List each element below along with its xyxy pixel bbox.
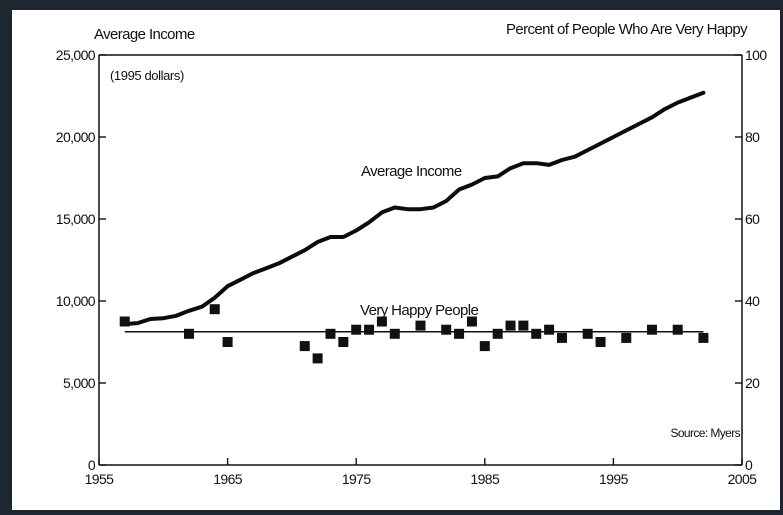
happy-point bbox=[209, 304, 220, 315]
happy-point bbox=[492, 328, 503, 339]
happy-point bbox=[698, 332, 709, 343]
income-line bbox=[122, 90, 706, 326]
happy-point bbox=[582, 328, 593, 339]
chart-panel: Average Income (1995 dollars) Percent of… bbox=[12, 10, 780, 510]
x-axis-ticks: 1955 1965 1975 1985 1995 2005 bbox=[85, 458, 758, 487]
happy-point bbox=[364, 324, 375, 335]
x-tick-label: 1965 bbox=[213, 471, 243, 487]
happy-point bbox=[556, 332, 567, 343]
left-tick-label: 25,000 bbox=[56, 47, 96, 63]
right-axis-title: Percent of People Who Are Very Happy bbox=[506, 21, 748, 38]
happy-point bbox=[415, 320, 426, 331]
left-tick-label: 10,000 bbox=[56, 293, 96, 309]
left-tick-label: 5,000 bbox=[63, 375, 96, 391]
happy-point bbox=[531, 328, 542, 339]
right-axis-ticks: 0 20 40 60 80 100 bbox=[735, 47, 768, 473]
left-axis-unit: (1995 dollars) bbox=[110, 68, 184, 83]
left-axis-title: Average Income bbox=[94, 26, 195, 43]
x-tick-label: 1955 bbox=[85, 471, 115, 487]
happy-point bbox=[325, 328, 336, 339]
left-axis-ticks: 0 5,000 10,000 15,000 20,000 25,000 bbox=[56, 47, 106, 473]
happy-point bbox=[389, 328, 400, 339]
happy-point bbox=[351, 324, 362, 335]
happy-point bbox=[222, 337, 233, 347]
happy-point bbox=[119, 316, 130, 327]
x-tick-label: 2005 bbox=[728, 471, 758, 487]
x-tick-label: 1975 bbox=[342, 471, 372, 487]
happy-point bbox=[544, 324, 555, 335]
left-tick-label: 20,000 bbox=[56, 129, 96, 145]
left-tick-label: 0 bbox=[88, 457, 96, 473]
happy-point bbox=[595, 337, 606, 347]
right-tick-label: 80 bbox=[745, 129, 760, 145]
happy-point bbox=[312, 353, 323, 364]
happy-point bbox=[338, 337, 349, 347]
happy-point bbox=[299, 341, 310, 352]
happy-point bbox=[672, 324, 683, 335]
happy-point bbox=[441, 324, 452, 335]
right-tick-label: 40 bbox=[745, 293, 760, 309]
happy-point bbox=[466, 316, 477, 327]
happy-point bbox=[518, 320, 529, 331]
happy-point bbox=[454, 328, 465, 339]
happy-point bbox=[479, 341, 490, 352]
source-note: Source: Myers bbox=[670, 426, 740, 440]
right-tick-label: 100 bbox=[745, 47, 767, 63]
happy-point bbox=[184, 328, 195, 339]
right-tick-label: 0 bbox=[745, 457, 753, 473]
happy-point bbox=[505, 320, 516, 331]
series-label-income: Average Income bbox=[361, 163, 462, 180]
happy-point bbox=[376, 316, 387, 327]
series-label-happy: Very Happy People bbox=[360, 302, 478, 319]
left-tick-label: 15,000 bbox=[56, 211, 96, 227]
chart-marks bbox=[119, 90, 709, 364]
right-tick-label: 20 bbox=[745, 375, 760, 391]
happy-point bbox=[646, 324, 657, 335]
x-tick-label: 1995 bbox=[599, 471, 629, 487]
x-tick-label: 1985 bbox=[470, 471, 500, 487]
happy-point bbox=[621, 332, 632, 343]
right-tick-label: 60 bbox=[745, 211, 760, 227]
income-happiness-chart: Average Income (1995 dollars) Percent of… bbox=[56, 21, 768, 487]
